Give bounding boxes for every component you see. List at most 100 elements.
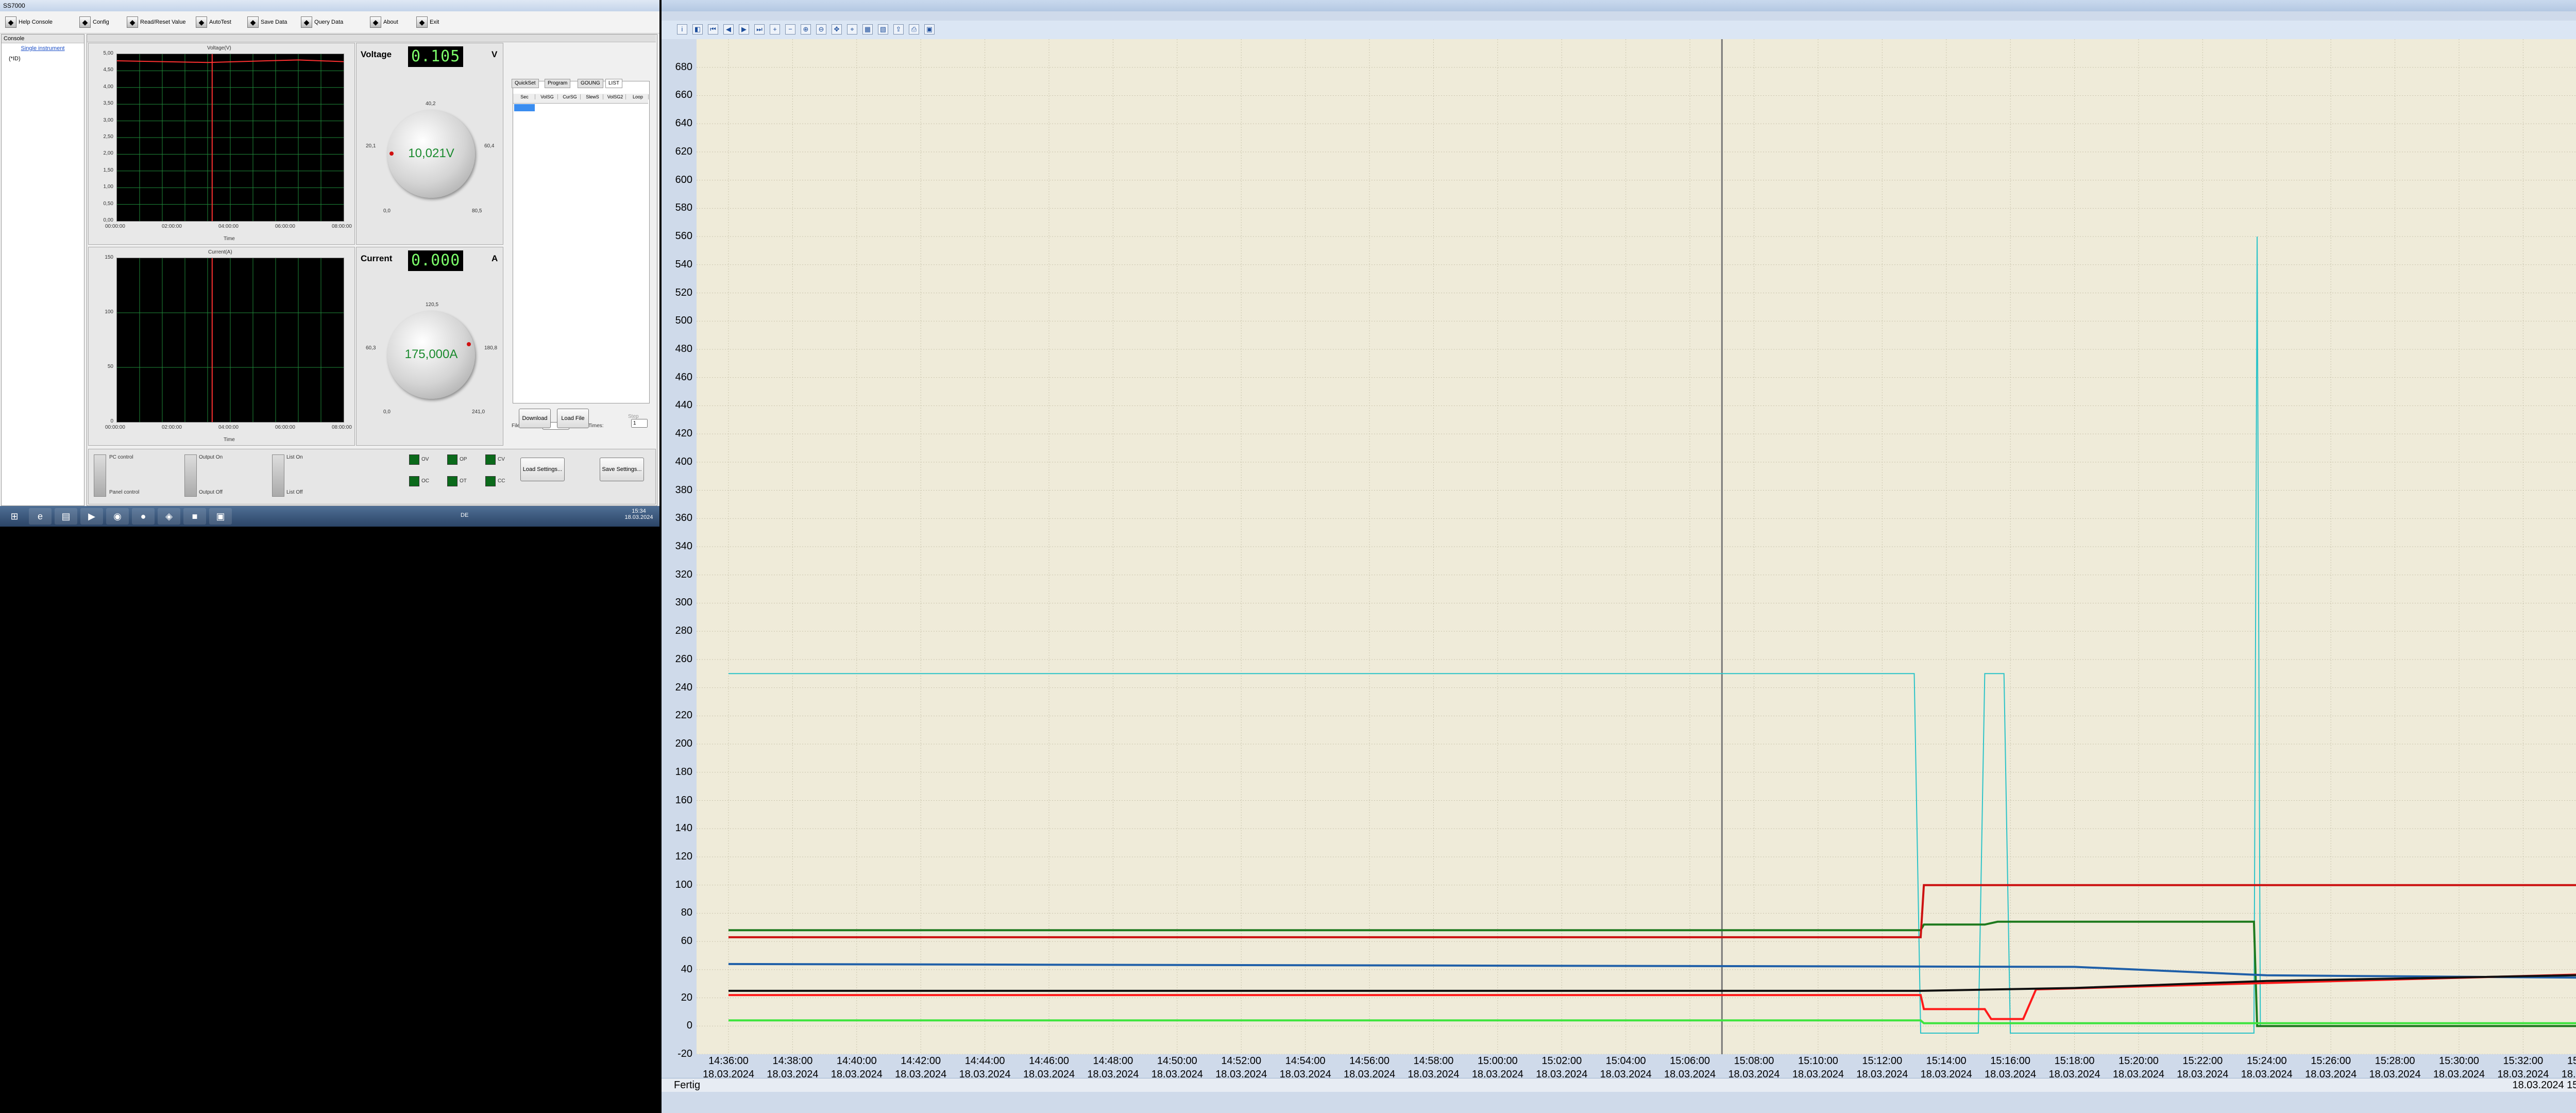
toolbar-button-3[interactable]: ◆ AutoTest: [196, 14, 231, 30]
load-file-button[interactable]: Load File: [557, 409, 589, 428]
run-times-input[interactable]: [631, 419, 648, 428]
x-tick-time: 15:30:00: [2439, 1055, 2479, 1067]
x-tick-label: 15:10:00 18.03.2024: [1777, 1054, 1859, 1081]
y-tick-label: 440: [675, 399, 692, 411]
cursor-icon[interactable]: ⌖: [847, 24, 857, 35]
language-indicator[interactable]: DE: [461, 512, 469, 518]
table-icon[interactable]: ▦: [862, 24, 873, 35]
x-tick-time: 14:44:00: [964, 1055, 1005, 1067]
y-tick-label: 300: [675, 597, 692, 609]
voltage-y-tick: 0,00: [103, 217, 113, 223]
start-orb-icon[interactable]: ⊞: [10, 511, 19, 521]
current-y-tick: 100: [105, 309, 113, 315]
x-tick-date: 18.03.2024: [1344, 1069, 1396, 1080]
list-selected-cell[interactable]: [514, 104, 535, 111]
tab-list[interactable]: LIST: [605, 79, 623, 88]
app-blue-icon[interactable]: ■: [183, 508, 206, 525]
zoom-fit-icon[interactable]: ⊕: [801, 24, 811, 35]
print-icon[interactable]: ⎙: [909, 24, 919, 35]
x-tick-time: 15:20:00: [2119, 1055, 2159, 1067]
x-tick-date: 18.03.2024: [2561, 1069, 2576, 1080]
x-tick-time: 15:08:00: [1734, 1055, 1774, 1067]
app-net-icon[interactable]: ◈: [158, 508, 180, 525]
zoom-in-icon[interactable]: +: [770, 24, 780, 35]
first-icon[interactable]: ⏮: [708, 24, 718, 35]
voltage-x-tick: 06:00:00: [275, 224, 295, 229]
zoom-out-icon[interactable]: −: [785, 24, 795, 35]
status-datetime: 18.03.2024 15:34:56: [2512, 1080, 2576, 1091]
grid-icon[interactable]: ▧: [878, 24, 888, 35]
left-app-window: SS7000 ◆ Help Console ◆ Config ◆ Read/Reset V…: [0, 0, 659, 506]
taskbar-clock[interactable]: 15:34 18.03.2024: [623, 508, 654, 520]
y-tick-label: 180: [675, 766, 692, 778]
save-settings-button[interactable]: Save Settings...: [600, 458, 644, 481]
tab-quickset[interactable]: QuickSet: [512, 79, 539, 88]
output-switch[interactable]: [184, 454, 197, 497]
x-tick-date: 18.03.2024: [1279, 1069, 1331, 1080]
oc-label: OC: [421, 478, 429, 484]
load-settings-button[interactable]: Load Settings...: [520, 458, 565, 481]
media-icon[interactable]: ▶: [80, 508, 103, 525]
op-label: OP: [460, 457, 467, 462]
next-icon[interactable]: ▶: [739, 24, 749, 35]
x-tick-date: 18.03.2024: [1471, 1069, 1523, 1080]
export-icon[interactable]: ⇪: [893, 24, 904, 35]
x-tick-date: 18.03.2024: [702, 1069, 755, 1080]
tab-program[interactable]: Program: [545, 79, 571, 88]
x-tick-date: 18.03.2024: [895, 1069, 947, 1080]
windows-taskbar: ⊞ e ▤ ▶ ◉ ● ◈ ■ ▣ DE 15:34 18.03.2024: [0, 506, 659, 527]
pan-icon[interactable]: ✥: [832, 24, 842, 35]
console-single-instrument[interactable]: Single instrument: [21, 45, 65, 52]
toolbar-button-4[interactable]: ◆ Save Data: [247, 14, 287, 30]
x-tick-label: 15:12:00 18.03.2024: [1841, 1054, 1923, 1081]
toolbar-button-7[interactable]: ◆ Exit: [416, 14, 439, 30]
toolbar-button-5[interactable]: ◆ Query Data: [301, 14, 343, 30]
chart-title-bar: [662, 0, 2576, 11]
y-tick-label: 460: [675, 371, 692, 383]
x-tick-time: 14:52:00: [1221, 1055, 1262, 1067]
pc-panel-switch[interactable]: [94, 454, 106, 497]
about-icon: ◆: [370, 16, 381, 28]
panel-tab-strip: [87, 35, 656, 42]
y-tick-label: 480: [675, 343, 692, 355]
current-knob[interactable]: 175,000A: [387, 311, 475, 399]
info-icon[interactable]: i: [677, 24, 687, 35]
x-tick-label: 15:34:00 18.03.2024: [2546, 1054, 2576, 1081]
chrome-icon[interactable]: ◉: [106, 508, 129, 525]
last-icon[interactable]: ⏭: [754, 24, 765, 35]
voltage-knob[interactable]: 10,021V: [387, 110, 475, 198]
explorer-icon[interactable]: ▤: [55, 508, 77, 525]
y-tick-label: 240: [675, 681, 692, 693]
settings-icon[interactable]: ▣: [924, 24, 935, 35]
main-graph-svg[interactable]: [697, 39, 2576, 1054]
tab-goung[interactable]: GOUNG: [578, 79, 603, 88]
toolbar-button-2[interactable]: ◆ Read/Reset Value: [127, 14, 185, 30]
current-x-tick: 06:00:00: [275, 425, 295, 430]
toolbar-button-label: Config: [93, 19, 109, 25]
list-switch[interactable]: [272, 454, 284, 497]
x-tick-time: 15:04:00: [1605, 1055, 1646, 1067]
ot-label: OT: [460, 478, 467, 484]
ie-icon[interactable]: e: [29, 508, 52, 525]
app-red-icon[interactable]: ●: [132, 508, 155, 525]
current-knob-value: 175,000A: [404, 347, 458, 361]
y-axis-strip: -20 0 20 40 60 80 100 120 140 160 180 200 220 240 260 2…: [662, 39, 697, 1078]
prev-icon[interactable]: ◀: [723, 24, 734, 35]
app-gray-icon[interactable]: ▣: [209, 508, 232, 525]
status-bar: Fertig 18.03.2024 15:34:56: [662, 1078, 2576, 1092]
y-tick-label: 620: [675, 145, 692, 157]
toolbar-button-6[interactable]: ◆ About: [370, 14, 398, 30]
voltage-knob-marker: [389, 151, 394, 156]
console-item[interactable]: (*ID): [9, 56, 21, 62]
x-tick-label: 15:06:00 18.03.2024: [1649, 1054, 1731, 1081]
zoom-x-icon[interactable]: ⊖: [816, 24, 826, 35]
toolbar-button-0[interactable]: ◆ Help Console: [5, 14, 53, 30]
back-icon[interactable]: ◧: [692, 24, 703, 35]
y-tick-label: 40: [681, 963, 692, 975]
x-tick-time: 14:48:00: [1093, 1055, 1133, 1067]
current-scale-4: 241,0: [472, 409, 485, 415]
toolbar-button-1[interactable]: ◆ Config: [79, 14, 109, 30]
voltage-chart: Voltage(V) Time 0,00 0,50 1,00 1,50 2,00 2,50…: [88, 43, 355, 245]
voltage-scale-2: 40,2: [426, 101, 436, 107]
download-button[interactable]: Download: [519, 409, 551, 428]
